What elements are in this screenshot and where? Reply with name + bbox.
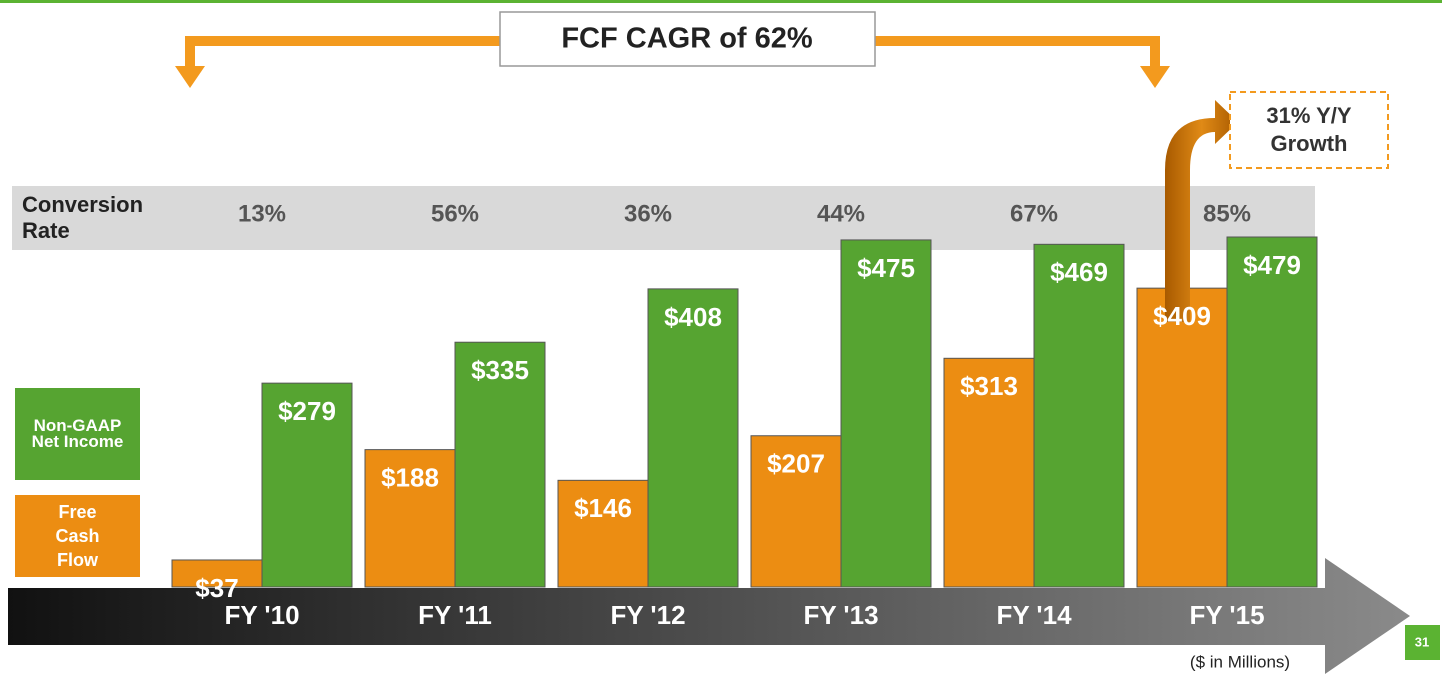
timeline-arrow (8, 558, 1410, 674)
value-label: $146 (574, 493, 632, 523)
cagr-bracket (175, 36, 1170, 88)
top-rule (0, 0, 1442, 3)
cagr-label: FCF CAGR of 62% (561, 23, 813, 55)
conversion-value: 36% (624, 200, 672, 227)
value-label: $279 (278, 396, 336, 426)
bar (261, 382, 353, 588)
conversion-value: 56% (431, 200, 479, 227)
value-label: $469 (1050, 257, 1108, 287)
bar (750, 435, 842, 588)
x-tick-label: FY '13 (803, 600, 878, 630)
bar (1136, 287, 1228, 588)
bar (647, 288, 739, 588)
page-number: 31 (1415, 634, 1429, 649)
bar (454, 341, 546, 588)
bar (1226, 236, 1318, 588)
growth-arrow (1165, 100, 1238, 322)
unit-note: ($ in Millions) (1190, 652, 1290, 671)
bar (1033, 243, 1125, 588)
x-tick-label: FY '12 (610, 600, 685, 630)
conversion-band (12, 186, 1315, 250)
conversion-label: Conversion Rate (22, 192, 144, 243)
cagr-box (499, 11, 876, 67)
value-label: $479 (1243, 250, 1301, 280)
x-tick-label: FY '10 (224, 600, 299, 630)
value-label: $408 (664, 302, 722, 332)
value-label: $313 (960, 371, 1018, 401)
value-label: $409 (1153, 301, 1211, 331)
value-label: $207 (767, 449, 825, 479)
bars (171, 236, 1318, 588)
value-label: $188 (381, 463, 439, 493)
x-tick-label: FY '15 (1189, 600, 1264, 630)
value-label: $335 (471, 355, 529, 385)
bar (364, 449, 456, 588)
conversion-value: 67% (1010, 200, 1058, 227)
growth-label: 31% Y/Y Growth (1266, 103, 1352, 156)
conversion-value: 44% (817, 200, 865, 227)
growth-box (1229, 91, 1389, 169)
legend-item: Non-GAAP Net Income (15, 388, 140, 480)
value-label: $475 (857, 253, 915, 283)
value-label: $37 (195, 573, 238, 603)
x-tick-label: FY '14 (996, 600, 1072, 630)
legend-label: Non-GAAP Net Income (31, 416, 124, 451)
conversion-value: 13% (238, 200, 286, 227)
page-number-box (1405, 625, 1440, 660)
bar (557, 479, 649, 588)
bar (943, 357, 1035, 588)
x-tick-label: FY '11 (418, 600, 492, 630)
conversion-value: 85% (1203, 200, 1251, 227)
legend-label: Free Cash Flow (55, 502, 100, 570)
legend-item: Free Cash Flow (15, 495, 140, 577)
bar (840, 239, 932, 588)
